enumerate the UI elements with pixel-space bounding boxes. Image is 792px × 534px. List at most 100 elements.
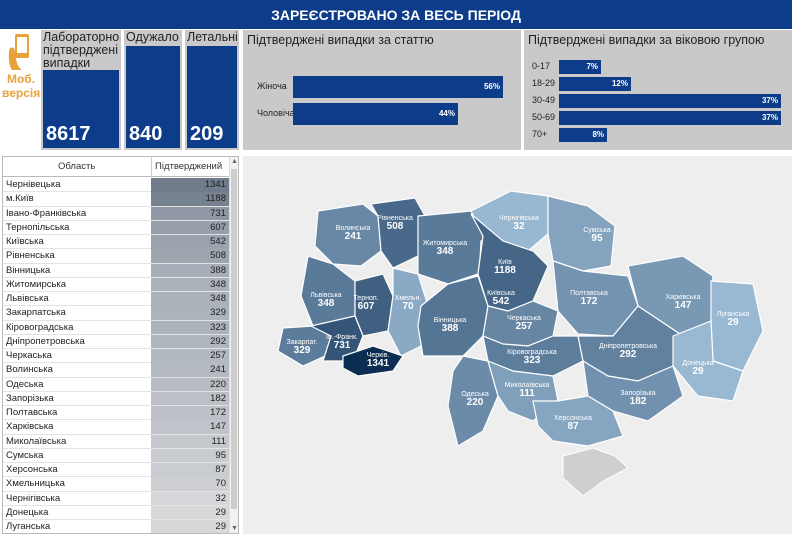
table-row[interactable]: Чернігівська 32 (3, 491, 230, 506)
table-row[interactable]: Львівська 348 (3, 292, 230, 307)
map-region[interactable] (387, 267, 429, 357)
age-bar[interactable]: 7% (559, 60, 601, 74)
table-cell-region: м.Київ (6, 193, 34, 205)
table-row[interactable]: Житомирська 348 (3, 277, 230, 292)
table-row[interactable]: Харківська 147 (3, 420, 230, 435)
map-region-value: 95 (591, 233, 603, 245)
age-bar[interactable]: 37% (559, 111, 781, 125)
map-region-value: 70 (402, 301, 414, 313)
kpi-lab-confirmed-value: 8617 (46, 123, 91, 145)
age-bar-row[interactable]: 30-49 37% (524, 94, 789, 108)
map-region-label: Миколаївська 111 (505, 382, 549, 400)
table-row[interactable]: Івано-Франківська 731 (3, 206, 230, 221)
scrollbar-thumb[interactable] (231, 169, 237, 509)
table-row[interactable]: Черкаська 257 (3, 349, 230, 364)
table-cell-region: Миколаївська (6, 435, 67, 447)
table-row[interactable]: м.Київ 1188 (3, 192, 230, 207)
hand-phone-icon (8, 34, 29, 70)
table-row[interactable]: Закарпатська 329 (3, 306, 230, 321)
map-region-name: Рівненська (377, 215, 413, 223)
gender-bar[interactable]: 44% (293, 103, 458, 125)
map-region-value: 220 (466, 397, 484, 409)
map-region-value: 348 (436, 246, 454, 258)
table-cell-confirmed: 292 (151, 334, 230, 349)
table-cell-region: Закарпатська (6, 307, 66, 319)
age-bar-label: 18-29 (532, 78, 556, 88)
map-region-name: Закарпат. (286, 339, 318, 347)
table-cell-confirmed: 329 (151, 306, 230, 320)
table-row[interactable]: Хмельницька 70 (3, 477, 230, 492)
kpi-recovered-label: Одужало (126, 30, 179, 44)
table-row[interactable]: Луганська 29 (3, 520, 230, 533)
map-region-value: 329 (293, 345, 311, 357)
table-cell-region: Хмельницька (6, 478, 65, 490)
map-region-name: Київська (487, 290, 515, 298)
map-region[interactable] (314, 203, 382, 267)
gender-bar-row[interactable]: Чоловіча 44% (243, 103, 513, 125)
map-region-name: Дніпропетровська (598, 343, 658, 351)
table-header: Область Підтверджений (3, 157, 230, 177)
table-row[interactable]: Тернопільська 607 (3, 220, 230, 235)
age-bar[interactable]: 37% (559, 94, 781, 108)
table-cell-confirmed: 182 (151, 391, 230, 406)
map-region[interactable] (342, 345, 404, 377)
map-region-value: 111 (519, 388, 535, 400)
map-region-label: Вінницька 388 (434, 317, 467, 335)
kpi-deaths: Летальні 209 (185, 30, 239, 150)
kpi-deaths-label: Летальні (187, 30, 238, 44)
map-region-label: Дніпропетровська 292 (599, 343, 657, 361)
table-row[interactable]: Дніпропетровська 292 (3, 334, 230, 349)
table-row[interactable]: Сумська 95 (3, 448, 230, 463)
column-header-confirmed[interactable]: Підтверджений (151, 157, 230, 176)
age-bar-value: 7% (586, 62, 598, 71)
map-region-value: 172 (580, 296, 598, 308)
kpi-lab-confirmed: Лабораторно підтверджені випадки 8617 (41, 30, 121, 150)
map-region-value: 542 (492, 296, 510, 308)
age-bar-row[interactable]: 0-17 7% (524, 60, 789, 74)
map-region-name: Полтавська (570, 290, 608, 298)
map-region[interactable] (370, 197, 426, 269)
map-region-value: 508 (386, 221, 404, 233)
map-region[interactable] (672, 320, 744, 402)
age-bar-row[interactable]: 18-29 12% (524, 77, 789, 91)
table-row[interactable]: Донецька 29 (3, 505, 230, 520)
table-cell-region: Луганська (6, 521, 51, 532)
map-region-name: Сумська (583, 227, 611, 235)
table-scrollbar[interactable]: ▲ ▼ (229, 157, 238, 533)
table-row[interactable]: Чернівецька 1341 (3, 178, 230, 193)
table-row[interactable]: Вінницька 388 (3, 263, 230, 278)
table-row[interactable]: Миколаївська 111 (3, 434, 230, 449)
table-row[interactable]: Полтавська 172 (3, 406, 230, 421)
map-region[interactable] (532, 395, 624, 447)
map-region[interactable] (547, 195, 616, 272)
map-region-value: 182 (629, 396, 647, 408)
map-region-label: Черкаська 257 (507, 315, 541, 333)
gender-bar[interactable]: 56% (293, 76, 503, 98)
map-region[interactable] (417, 275, 489, 357)
table-row[interactable]: Волинська 241 (3, 363, 230, 378)
table-cell-region: Чернігівська (6, 492, 61, 504)
table-row[interactable]: Кіровоградська 323 (3, 320, 230, 335)
scroll-up-icon[interactable]: ▲ (231, 158, 238, 165)
table-row[interactable]: Херсонська 87 (3, 463, 230, 478)
map-region-label: Сумська 95 (583, 227, 611, 245)
age-bar-row[interactable]: 70+ 8% (524, 128, 789, 142)
mobile-version-link[interactable]: Моб. версія (2, 32, 40, 110)
age-chart-panel: Підтверджені випадки за віковою групою 0… (524, 30, 792, 150)
map-region-value: 323 (523, 355, 541, 367)
table-row[interactable]: Одеська 220 (3, 377, 230, 392)
scroll-down-icon[interactable]: ▼ (231, 525, 238, 532)
gender-chart-panel: Підтверджені випадки за статтю Жіноча 56%… (243, 30, 521, 150)
gender-bar-row[interactable]: Жіноча 56% (243, 76, 513, 98)
map-region-label: Терноп. 607 (353, 295, 378, 313)
map-region-name: Ів.-Франк. (326, 334, 358, 342)
table-row[interactable]: Рівненська 508 (3, 249, 230, 264)
column-header-region[interactable]: Область (58, 161, 96, 172)
age-bar[interactable]: 12% (559, 77, 631, 91)
age-bar-row[interactable]: 50-69 37% (524, 111, 789, 125)
table-row[interactable]: Запорізька 182 (3, 391, 230, 406)
map-region-name: Черків. (366, 352, 390, 360)
map-region-name: Кіровоградська (507, 349, 557, 357)
age-bar[interactable]: 8% (559, 128, 607, 142)
table-row[interactable]: Київська 542 (3, 235, 230, 250)
